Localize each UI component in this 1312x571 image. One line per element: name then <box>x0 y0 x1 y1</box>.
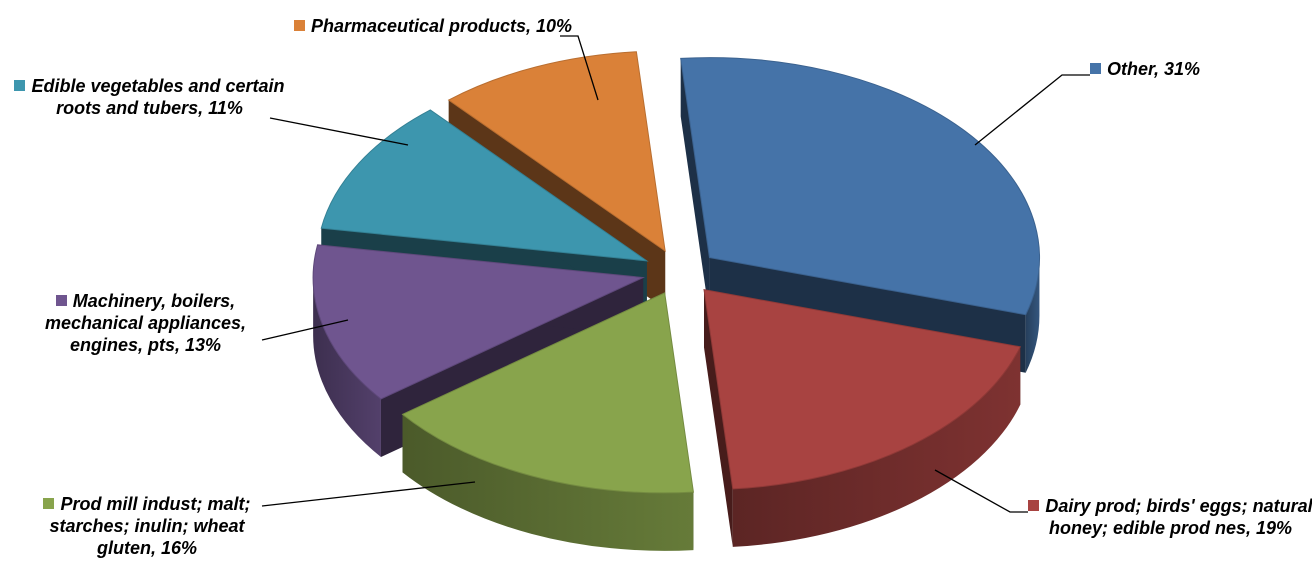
pie-slice-side <box>313 277 381 457</box>
pie-slice <box>703 289 1022 547</box>
pie-slice <box>401 292 695 551</box>
slice-label-vegetables: Edible vegetables and certain roots and … <box>12 75 287 119</box>
pie-slice-wall <box>680 58 710 316</box>
pie-slice-side <box>402 414 694 551</box>
pie-slice-side <box>1025 257 1040 373</box>
pie-slice-top <box>320 109 649 262</box>
leader-line <box>261 481 476 507</box>
leader-line <box>269 117 409 146</box>
pie-slice-top <box>703 289 1022 490</box>
slice-label-machinery: Machinery, boilers, mechanical appliance… <box>44 291 247 355</box>
label-swatch <box>14 80 26 91</box>
pie-slice-wall <box>704 289 733 547</box>
leader-line <box>934 469 1028 513</box>
slice-label-other: Other, 31% <box>1090 58 1230 80</box>
pie-slice-top <box>401 292 695 494</box>
label-swatch <box>55 295 67 306</box>
label-swatch <box>1028 500 1040 511</box>
leader-line <box>560 35 599 101</box>
pie-slice-top <box>447 51 666 253</box>
leader-line <box>974 74 1090 146</box>
slice-label-dairy: Dairy prod; birds' eggs; natural honey; … <box>1028 495 1312 539</box>
leader-line <box>261 319 349 341</box>
slice-label-pharma: Pharmaceutical products, 10% <box>288 15 578 37</box>
label-swatch <box>43 498 55 509</box>
label-swatch <box>293 20 305 31</box>
slice-label-prod-mill: Prod mill indust; malt; starches; inulin… <box>22 493 272 559</box>
pie-slice-top <box>680 57 1040 316</box>
label-swatch <box>1090 63 1101 74</box>
pie-slice-side <box>732 346 1021 547</box>
